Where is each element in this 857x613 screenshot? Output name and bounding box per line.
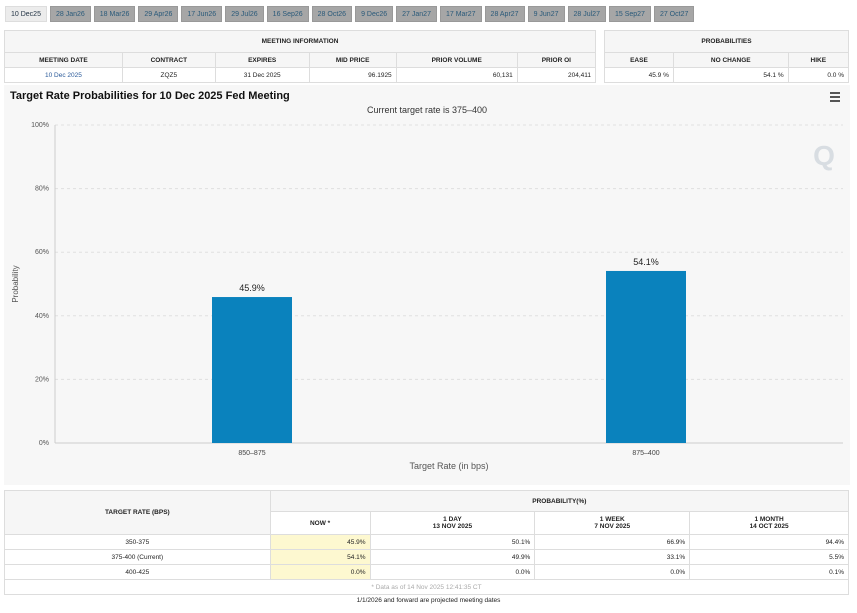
x-tick-label: 850–875 (238, 450, 265, 457)
tab-meeting[interactable]: 29 Jul26 (225, 6, 264, 22)
probability-cell: 0.0% (269, 564, 371, 580)
tab-meeting[interactable]: 10 Dec25 (5, 6, 47, 22)
probability-cell: 0.0% (369, 564, 536, 580)
y-tick-label: 80% (35, 186, 49, 193)
probability-cell: 33.1% (534, 549, 691, 565)
chart-panel: Target Rate Probabilities for 10 Dec 202… (4, 85, 850, 485)
y-axis-label: Probability (11, 265, 20, 302)
x-tick-label: 875–400 (632, 450, 659, 457)
cell: 54.1 % (672, 67, 789, 83)
tab-meeting[interactable]: 18 Mar26 (93, 6, 136, 22)
bar[interactable] (212, 297, 292, 443)
data-label: 54.1% (633, 257, 659, 267)
target-rate: 375-400 (Current) (4, 549, 271, 565)
data-label: 45.9% (239, 283, 265, 293)
column-header: 1 DAY 13 NOV 2025 (369, 511, 536, 535)
probability-cell: 66.9% (534, 534, 691, 550)
y-tick-label: 100% (31, 122, 49, 129)
probability-cell: 50.1% (369, 534, 536, 550)
column-label: NOW * (309, 519, 331, 527)
chart-subtitle: Current target rate is 375–400 (366, 105, 488, 115)
target-rate: 350-375 (4, 534, 271, 550)
probability-cell: 54.1% (269, 549, 371, 565)
chart-title: Target Rate Probabilities for 10 Dec 202… (10, 90, 290, 102)
tab-meeting[interactable]: 16 Sep26 (266, 6, 309, 22)
target-rate-header: TARGET RATE (BPS) (4, 490, 271, 535)
column-header: 1 MONTH 14 OCT 2025 (689, 511, 849, 535)
meeting-info-table: MEETING INFORMATION MEETING DATE CONTRACT… (4, 30, 597, 83)
probability-cell: 5.5% (689, 549, 849, 565)
cell: 60,131 (395, 67, 518, 83)
column-label: 1 MONTH (754, 516, 784, 523)
column-date: 13 NOV 2025 (432, 523, 473, 530)
cell: 204,411 (516, 67, 597, 83)
probability-cell: 0.0% (534, 564, 691, 580)
probability-cell: 0.1% (689, 564, 849, 580)
cell: ZQZ5 (121, 67, 216, 83)
probability-cell: 45.9% (269, 534, 371, 550)
probability-cell: 94.4% (689, 534, 849, 550)
cell: 31 Dec 2025 (214, 67, 310, 83)
cell: 0.0 % (787, 67, 850, 83)
column-header: CONTRACT (121, 52, 216, 68)
tab-meeting[interactable]: 15 Sep27 (608, 6, 651, 22)
tab-meeting[interactable]: 27 Oct27 (653, 6, 695, 22)
tab-meeting[interactable]: 17 Mar27 (439, 6, 482, 22)
x-axis-label: Target Rate (in bps) (409, 461, 488, 471)
column-header: NOW * (269, 511, 371, 535)
column-header: PRIOR OI (516, 52, 597, 68)
bar[interactable] (606, 270, 686, 443)
column-label: 1 WEEK (599, 516, 625, 523)
table-row: 400-425 0.0% 0.0% 0.0% 0.1% (4, 564, 849, 580)
tab-meeting[interactable]: 28 Jan26 (49, 6, 91, 22)
column-header: EASE (604, 52, 674, 68)
tab-meeting[interactable]: 29 Apr26 (138, 6, 179, 22)
column-date: 14 OCT 2025 (749, 523, 789, 530)
column-header: HIKE (787, 52, 850, 68)
probability-header: PROBABILITY(%) (269, 490, 850, 512)
column-header: MID PRICE (308, 52, 397, 68)
column-header: EXPIRES (214, 52, 310, 68)
data-note: * Data as of 14 Nov 2025 12:41:35 CT (4, 579, 849, 595)
cell: 45.9 % (604, 67, 674, 83)
tab-meeting[interactable]: 28 Apr27 (484, 6, 525, 22)
cell: 10 Dec 2025 (4, 67, 123, 83)
probabilities-title: PROBABILITIES (604, 30, 849, 53)
table-row: 350-375 45.9% 50.1% 66.9% 94.4% (4, 534, 849, 550)
cell: 96.1925 (308, 67, 397, 83)
probability-table: TARGET RATE (BPS) PROBABILITY(%) NOW * 1 … (4, 490, 850, 595)
y-tick-label: 60% (35, 249, 49, 256)
column-date: 7 NOV 2025 (594, 523, 631, 530)
table-row: 375-400 (Current) 54.1% 49.9% 33.1% 5.5% (4, 549, 849, 565)
y-tick-label: 0% (39, 440, 49, 447)
column-header: NO CHANGE (672, 52, 789, 68)
column-label: 1 DAY (443, 516, 462, 523)
tab-meeting[interactable]: 28 Jul27 (567, 6, 606, 22)
probabilities-table: PROBABILITIES EASE NO CHANGE HIKE 45.9 % 54.… (604, 30, 850, 83)
footer-note: 1/1/2026 and forward are projected meeti… (356, 597, 501, 604)
target-rate: 400-425 (4, 564, 271, 580)
tab-meeting[interactable]: 28 Oct26 (311, 6, 353, 22)
watermark-logo: Q (813, 140, 835, 171)
probability-cell: 49.9% (369, 549, 536, 565)
column-header: MEETING DATE (4, 52, 123, 68)
column-header: 1 WEEK 7 NOV 2025 (534, 511, 691, 535)
tab-meeting[interactable]: 9 Dec26 (355, 6, 394, 22)
chart-menu-icon[interactable] (830, 92, 840, 104)
tab-meeting[interactable]: 27 Jan27 (396, 6, 437, 22)
meeting-info-title: MEETING INFORMATION (4, 30, 596, 53)
column-header: PRIOR VOLUME (395, 52, 518, 68)
y-tick-label: 20% (35, 376, 49, 383)
bar-chart: 0% 20% 40% 60% 80% 100% 45.9% 850–875 54.1% 875–4… (11, 122, 843, 471)
tab-meeting[interactable]: 9 Jun27 (527, 6, 565, 22)
tab-meeting[interactable]: 17 Jun26 (181, 6, 223, 22)
meeting-tabs: 10 Dec25 28 Jan26 18 Mar26 29 Apr26 17 Jun26… (5, 6, 695, 22)
y-tick-label: 40% (35, 313, 49, 320)
